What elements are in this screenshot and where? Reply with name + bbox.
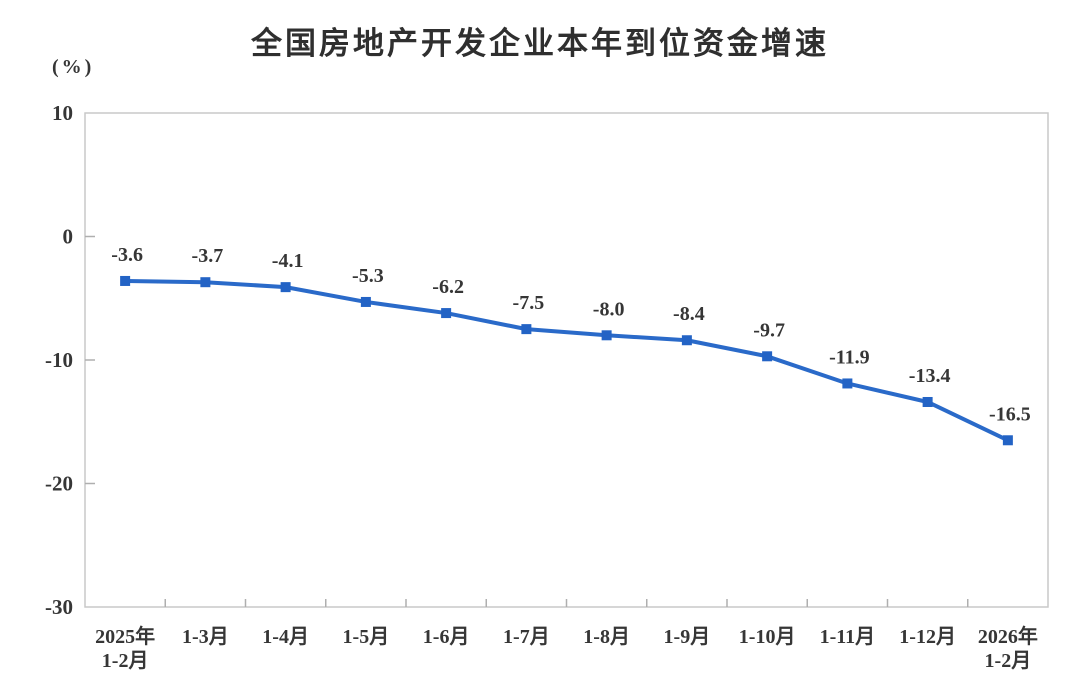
plot-area-border (84, 112, 1049, 608)
data-point-marker (842, 378, 853, 389)
x-axis-category-label: 1-11月 (820, 626, 876, 648)
data-point-marker (200, 277, 211, 288)
data-point-marker (681, 335, 692, 346)
y-axis-tick-label: -30 (45, 595, 73, 619)
data-point-label: -5.3 (352, 265, 384, 287)
y-axis-tick-label: -20 (45, 472, 73, 496)
x-axis-category-label: 1-6月 (423, 626, 470, 648)
data-point-marker (441, 308, 452, 319)
data-point-marker (601, 330, 612, 341)
data-point-marker (521, 324, 532, 335)
data-point-label: -3.6 (111, 244, 143, 266)
x-axis-category-label: 1-7月 (503, 626, 550, 648)
data-point-marker (120, 275, 131, 286)
data-point-marker (280, 282, 291, 293)
x-axis-category-label: 1-4月 (262, 626, 309, 648)
x-axis-category-label: 1-3月 (182, 626, 229, 648)
data-point-label: -6.2 (432, 276, 464, 298)
data-point-label: -8.4 (673, 303, 705, 325)
data-point-label: -9.7 (753, 319, 785, 341)
data-point-label: -13.4 (909, 365, 951, 387)
chart-title: 全国房地产开发企业本年到位资金增速 (251, 26, 829, 61)
x-axis-category-label: 1-5月 (343, 626, 390, 648)
x-axis-category-label: 2026年 1-2月 (978, 624, 1038, 672)
x-axis-category-label: 2025年 1-2月 (95, 624, 155, 672)
y-axis-tick-label: 0 (63, 225, 74, 249)
data-point-marker (1002, 435, 1013, 446)
x-axis-category-label: 1-9月 (664, 626, 711, 648)
data-point-label: -4.1 (272, 250, 304, 272)
x-axis-category-label: 1-10月 (739, 626, 796, 648)
data-point-label: -7.5 (513, 292, 545, 314)
x-axis-category-label: 1-8月 (583, 626, 630, 648)
data-point-marker (762, 351, 773, 362)
x-axis-category-label: 1-12月 (899, 626, 956, 648)
data-point-marker (922, 396, 933, 407)
data-line (123, 278, 1010, 443)
data-point-label: -11.9 (829, 346, 870, 368)
y-axis-unit-label: (%) (52, 56, 95, 78)
y-axis-tick-label: 10 (52, 101, 73, 125)
data-point-label: -16.5 (989, 403, 1031, 425)
data-point-label: -3.7 (192, 245, 224, 267)
y-axis-tick-label: -10 (45, 348, 73, 372)
data-point-marker (360, 296, 371, 307)
data-point-label: -8.0 (593, 298, 625, 320)
